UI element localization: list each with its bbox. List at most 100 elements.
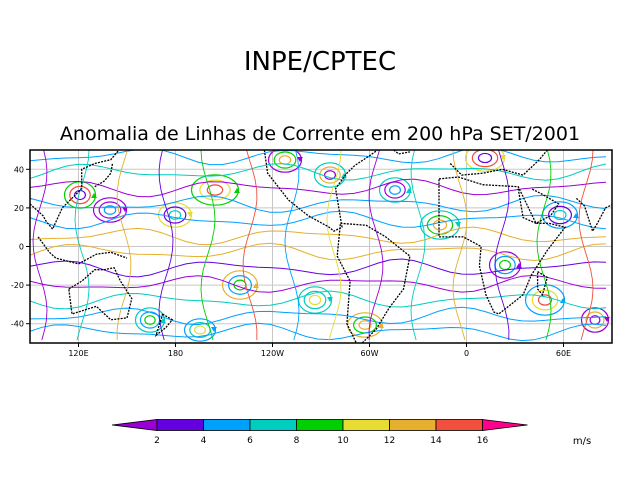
streamline-arrow bbox=[122, 207, 128, 212]
y-tick-label: 0 bbox=[19, 243, 24, 252]
colorbar-unit: m/s bbox=[573, 436, 591, 447]
streamline bbox=[30, 210, 607, 230]
streamline bbox=[30, 150, 607, 166]
y-tick-label: -20 bbox=[11, 281, 24, 290]
africa-coastline bbox=[438, 176, 567, 315]
streamline bbox=[74, 150, 90, 341]
streamline-arrow bbox=[406, 188, 412, 193]
colorbar-label: 16 bbox=[477, 436, 489, 446]
streamline-arrow bbox=[327, 297, 333, 302]
greenland-coastline bbox=[393, 150, 411, 155]
streamline-loop bbox=[488, 251, 522, 279]
streamline-arrow bbox=[604, 317, 610, 322]
streamline-loop bbox=[358, 320, 372, 330]
streamline-loop bbox=[477, 152, 493, 164]
streamline bbox=[158, 150, 174, 341]
streamline-loop bbox=[193, 325, 207, 335]
south-america-coastline bbox=[336, 222, 411, 343]
streamline bbox=[536, 150, 552, 341]
colorbar-label: 6 bbox=[247, 436, 253, 446]
y-tick-label: 40 bbox=[14, 165, 24, 174]
streamline-loop bbox=[531, 289, 559, 311]
streamline-loop bbox=[388, 185, 402, 195]
streamline-arrow bbox=[91, 193, 97, 198]
streamline-loop bbox=[580, 307, 610, 333]
streamline-loop bbox=[69, 185, 91, 205]
streamline-loop bbox=[498, 259, 512, 271]
streamline-arrow bbox=[211, 327, 217, 332]
y-tick-label: -40 bbox=[11, 320, 24, 329]
streamline-loop bbox=[168, 210, 182, 220]
streamline-arrow bbox=[253, 283, 259, 288]
map-panel: 40 20 0 -20 -40 120E 180 120W 60W 0 60E bbox=[11, 149, 613, 358]
streamline bbox=[284, 150, 300, 341]
streamline-arrow bbox=[455, 222, 461, 227]
streamline-loop bbox=[92, 197, 128, 223]
streamline-loop bbox=[308, 294, 322, 306]
streamline-arrow bbox=[297, 157, 303, 162]
streamline-loop bbox=[537, 294, 553, 306]
colorbar-label: 12 bbox=[384, 436, 395, 446]
indonesia-coastline bbox=[37, 236, 128, 265]
streamline bbox=[410, 150, 426, 341]
streamline-loop bbox=[227, 275, 253, 295]
streamline-loop bbox=[419, 210, 461, 240]
streamline-loop bbox=[273, 151, 297, 169]
streamline bbox=[32, 150, 48, 341]
x-tick-label: 180 bbox=[168, 349, 183, 358]
streamline bbox=[494, 150, 510, 341]
map-title: Anomalia de Linhas de Corrente em 200 hP… bbox=[60, 123, 580, 145]
streamline-loop bbox=[144, 315, 156, 325]
arabia-coastline bbox=[517, 188, 560, 225]
colorbar-segment bbox=[296, 419, 344, 431]
streamline-loop bbox=[524, 284, 566, 316]
longitude-ticks: 120E 180 120W 60W 0 60E bbox=[68, 343, 571, 358]
streamline-loop bbox=[183, 318, 217, 342]
streamline bbox=[30, 242, 607, 262]
streamline-arrow bbox=[500, 155, 506, 160]
streamline bbox=[200, 150, 216, 341]
colorbar-segment bbox=[435, 419, 483, 431]
streamline-loop bbox=[378, 177, 412, 203]
asia-coastline bbox=[30, 150, 120, 231]
streamline-arrow bbox=[160, 318, 166, 323]
streamlines bbox=[30, 150, 610, 343]
europe-coastline bbox=[449, 150, 548, 176]
streamline-loop bbox=[134, 307, 166, 333]
new-zealand-coastline bbox=[154, 313, 174, 338]
colorbar-segment bbox=[203, 419, 251, 431]
colorbar-segment bbox=[342, 419, 390, 431]
streamline-arrow bbox=[516, 263, 522, 268]
india-coastline bbox=[575, 197, 612, 233]
streamline-loop bbox=[303, 290, 327, 310]
streamline-arrow bbox=[187, 212, 193, 217]
streamline-arrow bbox=[234, 188, 240, 193]
colorbar-label: 10 bbox=[337, 436, 349, 446]
north-america-coastline bbox=[263, 150, 378, 232]
x-tick-label: 60W bbox=[360, 349, 378, 358]
madagascar-coastline bbox=[536, 271, 549, 297]
colorbar: 2 4 6 8 10 12 14 16 bbox=[111, 419, 528, 446]
streamline-loop bbox=[278, 155, 292, 165]
x-tick-label: 60E bbox=[556, 349, 571, 358]
streamline bbox=[30, 163, 607, 181]
streamline-loop bbox=[471, 150, 499, 168]
streamline bbox=[30, 322, 607, 342]
streamline-loop bbox=[221, 270, 259, 300]
streamline bbox=[578, 150, 594, 341]
japan-coastline bbox=[94, 163, 114, 188]
streamline bbox=[30, 290, 607, 310]
streamline-loop bbox=[199, 179, 231, 201]
latitude-ticks: 40 20 0 -20 -40 bbox=[11, 165, 30, 329]
streamline bbox=[116, 150, 132, 341]
colorbar-label: 14 bbox=[430, 436, 442, 446]
streamline-loop bbox=[267, 150, 303, 173]
streamline-loop bbox=[432, 219, 448, 231]
x-tick-label: 120E bbox=[68, 349, 88, 358]
australia-coastline bbox=[68, 266, 133, 321]
streamline bbox=[30, 306, 607, 326]
x-tick-label: 120W bbox=[261, 349, 284, 358]
streamline-loop bbox=[190, 174, 240, 206]
